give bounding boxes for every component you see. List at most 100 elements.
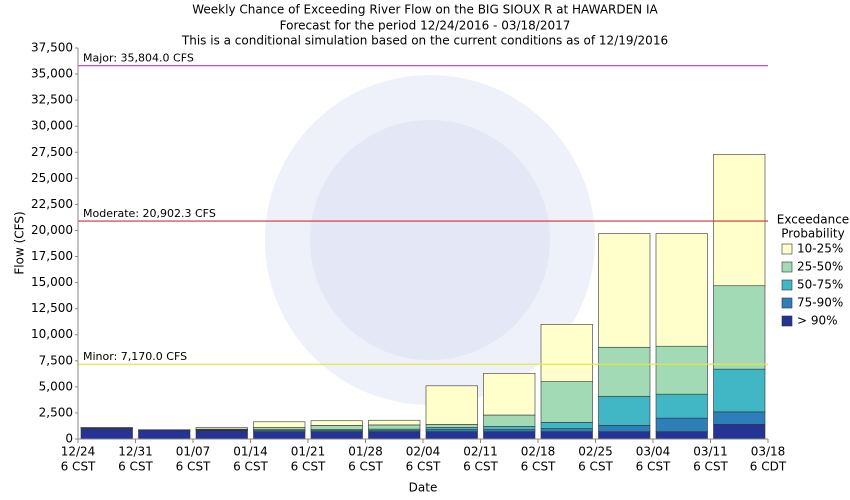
bar-segment — [368, 424, 421, 430]
bar-segment — [368, 419, 421, 426]
legend-swatch — [781, 243, 793, 255]
legend-label: > 90% — [797, 314, 838, 328]
chart-subtitle: This is a conditional simulation based o… — [181, 34, 668, 48]
bar-segment — [310, 420, 363, 426]
y-tick-label: 25,000 — [31, 171, 73, 185]
bar-segment — [483, 373, 536, 416]
bar-segment — [195, 427, 248, 430]
legend-label: 50-75% — [797, 278, 843, 292]
threshold-label: Major: 35,804.0 CFS — [83, 52, 194, 65]
bar-segment — [425, 431, 478, 440]
bar-segment — [310, 431, 363, 440]
legend-swatch — [781, 297, 793, 309]
y-tick-label: 30,000 — [31, 119, 73, 133]
x-tick-label: 01/14 — [233, 445, 268, 459]
bar-segment — [598, 425, 651, 433]
bar-segment — [253, 421, 306, 428]
x-tick-label: 02/04 — [406, 445, 441, 459]
bar-segment — [540, 324, 593, 382]
y-tick-label: 0 — [65, 432, 73, 446]
y-tick-label: 17,500 — [31, 249, 73, 263]
x-tick-sublabel: 6 CST — [61, 460, 96, 474]
bar-segment — [655, 233, 708, 347]
y-tick-label: 5,000 — [39, 379, 73, 393]
x-tick-sublabel: 6 CST — [693, 460, 728, 474]
legend-swatch — [781, 315, 793, 327]
bar-segment — [368, 431, 421, 440]
legend-label: 75-90% — [797, 296, 843, 310]
bar-segment — [540, 431, 593, 440]
bar-segment — [655, 431, 708, 440]
x-tick-sublabel: 6 CST — [406, 460, 441, 474]
threshold-label: Minor: 7,170.0 CFS — [83, 350, 187, 363]
x-tick-sublabel: 6 CST — [348, 460, 383, 474]
bar-segment — [598, 431, 651, 440]
x-tick-label: 02/25 — [578, 445, 613, 459]
bar-segment — [713, 368, 766, 413]
bar-segment — [540, 381, 593, 423]
x-tick-sublabel: 6 CST — [578, 460, 613, 474]
y-tick-label: 35,000 — [31, 67, 73, 81]
bar-segment — [195, 430, 248, 440]
y-tick-label: 27,500 — [31, 145, 73, 159]
bar-segment — [598, 233, 651, 348]
bar-segment — [655, 417, 708, 433]
bar-segment — [713, 424, 766, 440]
chart-title: Weekly Chance of Exceeding River Flow on… — [192, 3, 658, 17]
bar-segment — [483, 414, 536, 427]
x-tick-sublabel: 6 CST — [636, 460, 671, 474]
bar-segment — [253, 427, 306, 430]
threshold-label: Moderate: 20,902.3 CFS — [83, 207, 216, 220]
bar-segment — [425, 427, 478, 430]
bar-segment — [253, 431, 306, 440]
x-tick-label: 03/18 — [751, 445, 786, 459]
y-tick-label: 32,500 — [31, 93, 73, 107]
x-tick-sublabel: 6 CDT — [750, 460, 787, 474]
bar-segment — [598, 346, 651, 397]
bar-segment — [540, 422, 593, 429]
y-tick-label: 20,000 — [31, 223, 73, 237]
bar-segment — [655, 345, 708, 395]
x-tick-sublabel: 6 CST — [521, 460, 556, 474]
legend-title: Probability — [781, 227, 844, 241]
y-tick-label: 2,500 — [39, 405, 73, 419]
x-tick-label: 03/11 — [693, 445, 728, 459]
legend-label: 10-25% — [797, 242, 843, 256]
bar-segment — [483, 426, 536, 430]
y-tick-label: 12,500 — [31, 301, 73, 315]
y-tick-label: 7,500 — [39, 353, 73, 367]
bar-segment — [483, 431, 536, 440]
bar-segment — [713, 411, 766, 425]
bar-segment — [310, 425, 363, 430]
bar-segment — [483, 429, 536, 433]
x-tick-label: 02/11 — [463, 445, 498, 459]
bar-segment — [425, 429, 478, 433]
bar-segment — [713, 285, 766, 370]
legend-label: 25-50% — [797, 260, 843, 274]
legend-title: Exceedance — [777, 213, 849, 227]
bar-segment — [713, 154, 766, 287]
legend-swatch — [781, 261, 793, 273]
chart-subtitle: Forecast for the period 12/24/2016 - 03/… — [280, 19, 571, 33]
x-tick-label: 02/18 — [521, 445, 556, 459]
x-tick-sublabel: 6 CST — [118, 460, 153, 474]
bar-segment — [598, 395, 651, 426]
bar-segment — [540, 428, 593, 433]
x-tick-sublabel: 6 CST — [176, 460, 211, 474]
bar-segment — [655, 393, 708, 419]
x-tick-label: 01/28 — [348, 445, 383, 459]
watermark-inner — [310, 120, 550, 360]
bar-segment — [425, 385, 478, 425]
x-tick-label: 01/21 — [291, 445, 326, 459]
x-tick-label: 03/04 — [636, 445, 671, 459]
y-tick-label: 22,500 — [31, 197, 73, 211]
y-tick-label: 15,000 — [31, 275, 73, 289]
bar-segment — [425, 424, 478, 428]
y-tick-label: 10,000 — [31, 327, 73, 341]
x-tick-sublabel: 6 CST — [291, 460, 326, 474]
y-axis-label: Flow (CFS) — [13, 211, 27, 274]
x-axis-label: Date — [409, 481, 438, 495]
x-tick-label: 01/07 — [176, 445, 211, 459]
x-tick-label: 12/31 — [118, 445, 153, 459]
